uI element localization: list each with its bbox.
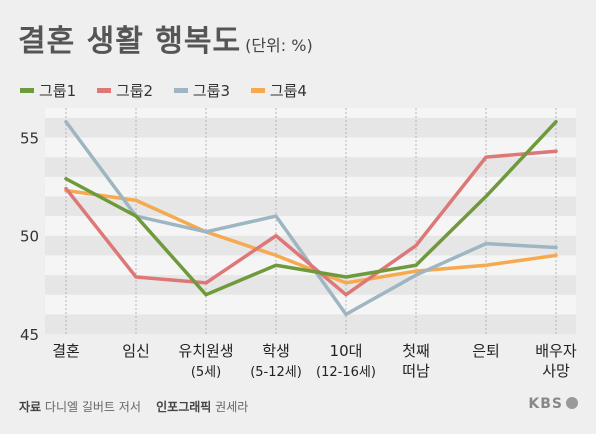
kbs-logo: KBS bbox=[528, 396, 578, 412]
x-tick-label: 첫째 bbox=[402, 342, 430, 360]
source-label: 자료 bbox=[19, 400, 42, 414]
x-tick-label: 학생 bbox=[262, 342, 290, 360]
grid-band bbox=[45, 157, 576, 177]
x-tick-label: 배우자 bbox=[535, 342, 577, 360]
legend-item-series-2: 그룹2 bbox=[96, 80, 154, 101]
legend: 그룹1 그룹2 그룹3 그룹4 bbox=[20, 80, 323, 101]
x-tick-label: 결혼 bbox=[52, 342, 80, 360]
series-line-그룹1 bbox=[64, 120, 558, 297]
unit-label: (단위: %) bbox=[245, 36, 313, 55]
legend-swatch-series-1 bbox=[20, 88, 34, 93]
x-tick-label: 떠남 bbox=[402, 362, 430, 380]
x-tick-label: (5-12세) bbox=[250, 365, 302, 380]
legend-swatch-series-4 bbox=[250, 88, 265, 93]
legend-item-series-4: 그룹4 bbox=[250, 80, 307, 101]
kbs-logo-mark-icon bbox=[566, 397, 578, 409]
x-tick-label: 은퇴 bbox=[472, 342, 500, 360]
legend-item-series-1: 그룹1 bbox=[20, 80, 76, 101]
x-tick-label: 10대 bbox=[330, 342, 363, 360]
x-tick-label: (12-16세) bbox=[316, 365, 376, 380]
x-tick-label: 유치원생 bbox=[178, 342, 233, 360]
grid-band bbox=[45, 216, 576, 236]
legend-label-series-1: 그룹1 bbox=[39, 82, 77, 100]
x-tick-label: 사망 bbox=[542, 362, 570, 380]
title-row: 결혼 생활 행복도 (단위: %) bbox=[18, 16, 313, 60]
grid-band bbox=[45, 176, 576, 197]
graphic-author: 권세라 bbox=[215, 400, 249, 414]
grid-band bbox=[45, 275, 576, 295]
legend-item-series-3: 그룹3 bbox=[173, 80, 231, 101]
grid-band bbox=[45, 117, 576, 138]
chart-title: 결혼 생활 행복도 bbox=[18, 24, 242, 59]
series-line-그룹2 bbox=[64, 149, 558, 297]
x-tick-label: 임신 bbox=[122, 342, 150, 360]
y-tick-label: 55 bbox=[20, 129, 39, 147]
grid-band bbox=[45, 294, 576, 315]
graphic-label: 인포그래픽 bbox=[156, 400, 212, 414]
legend-label-series-3: 그룹3 bbox=[192, 82, 231, 100]
y-tick-label: 45 bbox=[20, 326, 39, 344]
grid-band bbox=[45, 314, 576, 334]
legend-label-series-4: 그룹4 bbox=[269, 82, 307, 100]
grid-band bbox=[45, 137, 576, 158]
grid-band bbox=[45, 108, 576, 118]
legend-label-series-2: 그룹2 bbox=[115, 82, 154, 100]
kbs-logo-text: KBS bbox=[528, 396, 563, 412]
y-tick-label: 50 bbox=[20, 228, 39, 246]
x-tick-label: (5세) bbox=[191, 365, 221, 380]
source-text: 다니엘 길버트 저서 bbox=[44, 400, 141, 414]
legend-swatch-series-3 bbox=[173, 88, 188, 93]
series-line-그룹4 bbox=[64, 188, 558, 285]
legend-swatch-series-2 bbox=[96, 88, 111, 93]
footer-credits: 자료 다니엘 길버트 저서 인포그래픽 권세라 bbox=[19, 398, 248, 415]
